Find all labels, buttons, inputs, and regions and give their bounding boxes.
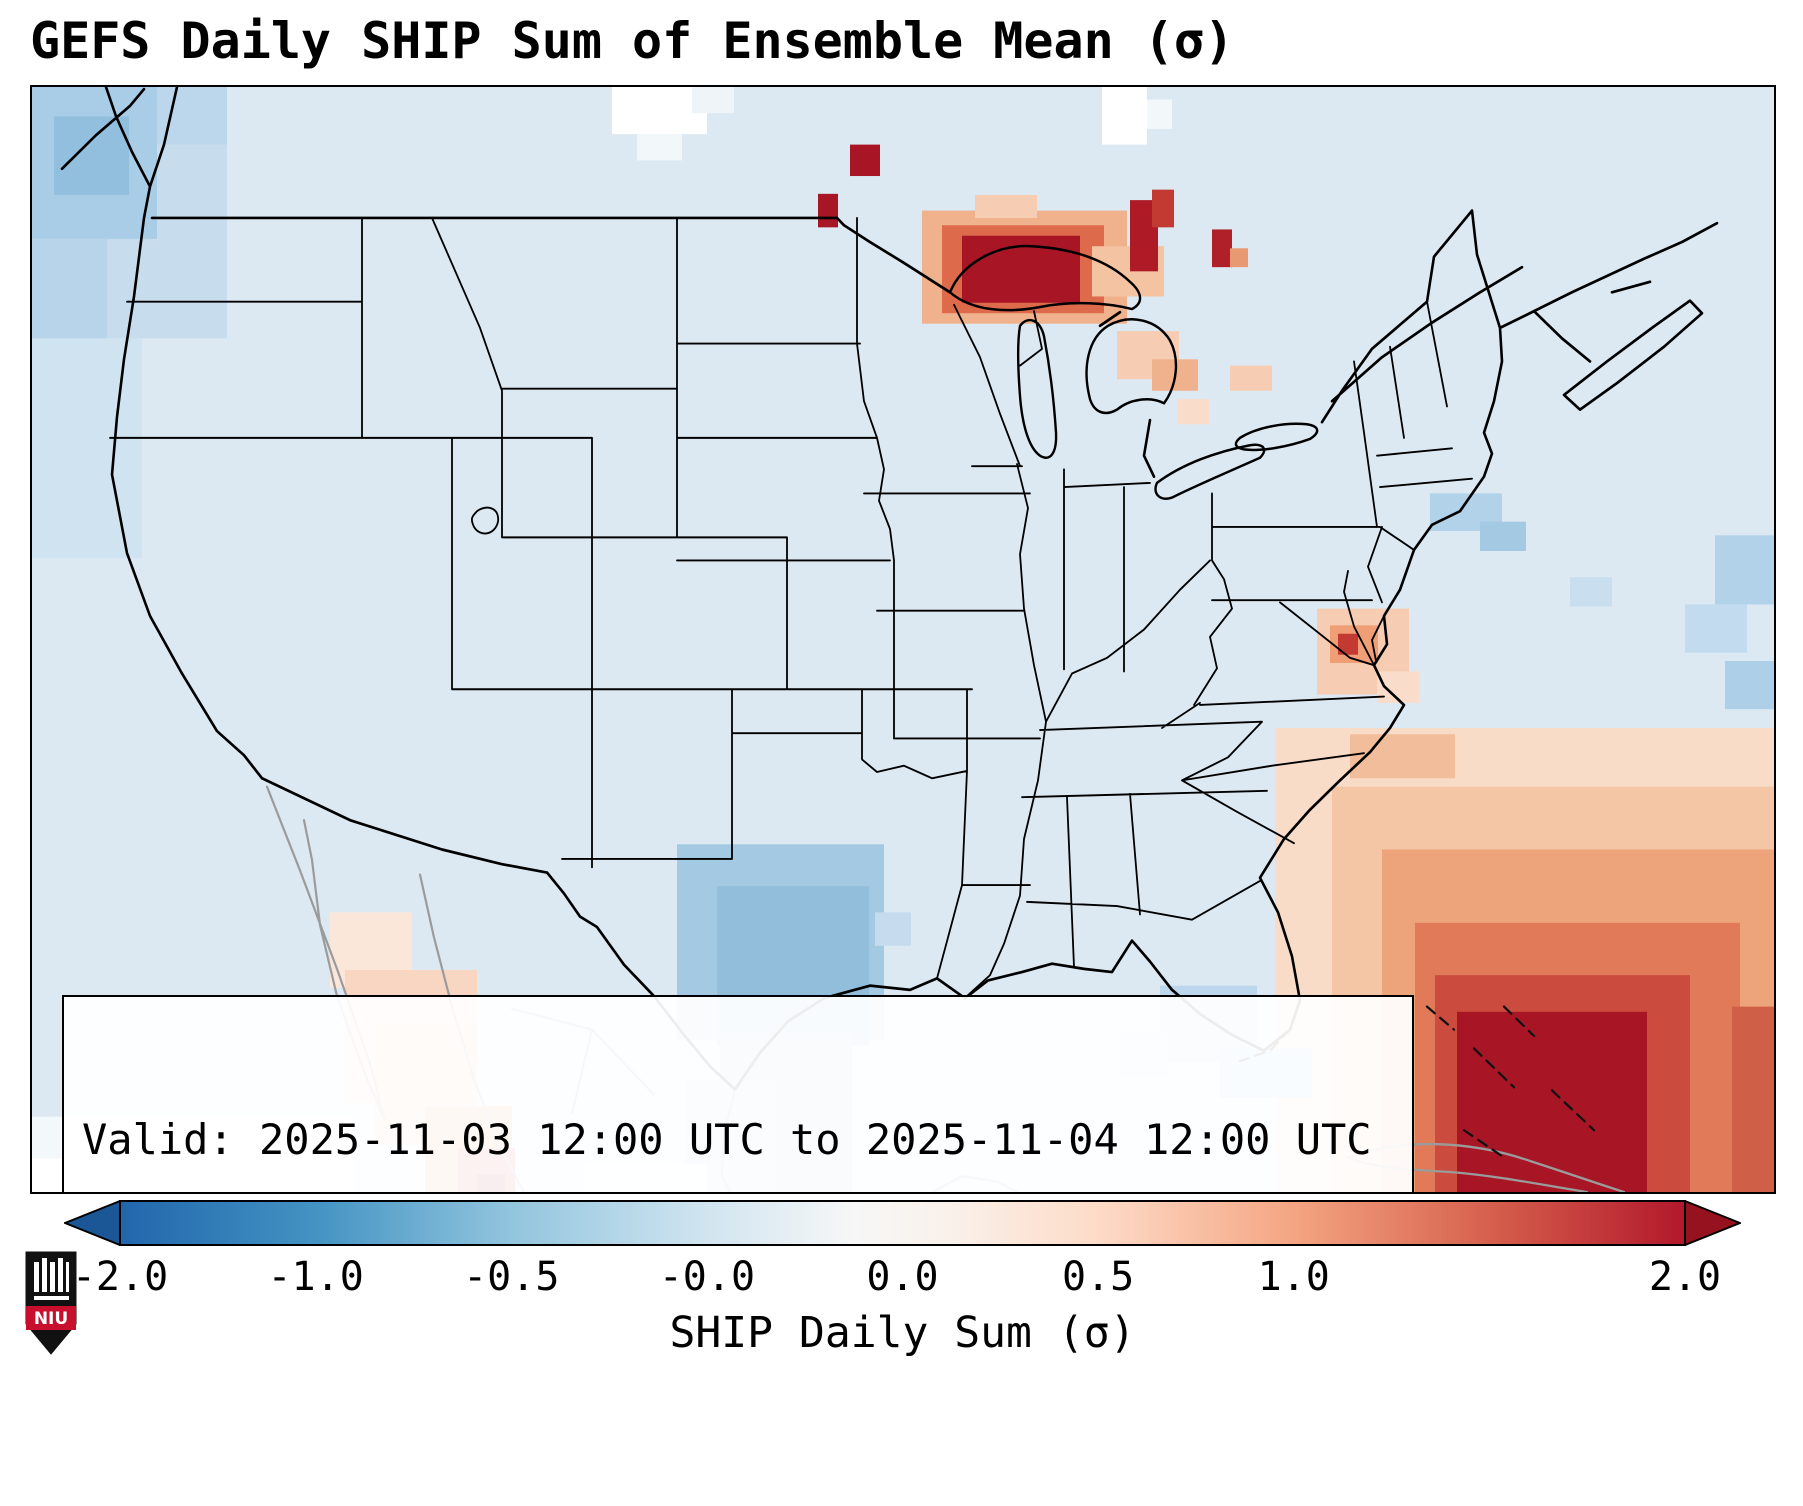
heatmap-cell [875, 912, 911, 946]
colorbar-svg [62, 1199, 1743, 1247]
heatmap-cell [1230, 248, 1248, 268]
heatmap-cell [1177, 399, 1209, 425]
heatmap-cell [1212, 229, 1232, 268]
heatmap-cell [850, 144, 880, 177]
heatmap-cell [1147, 99, 1172, 129]
heatmap-cell [1338, 633, 1358, 655]
colorbar-tick-label: -2.0 [71, 1254, 169, 1300]
heatmap-cell [1350, 734, 1455, 779]
colorbar-label: SHIP Daily Sum (σ) [669, 1308, 1136, 1358]
colorbar-left-arrow-icon [62, 1199, 121, 1247]
islands-dashed-coastlines [1238, 1005, 1596, 1159]
colorbar-tick-label: 0.5 [1062, 1254, 1135, 1300]
heatmap-cell [1457, 1011, 1647, 1192]
heatmap-cell [1230, 365, 1272, 391]
heatmap-cell [637, 134, 682, 161]
state-borders [109, 216, 1473, 998]
valid-text: Valid: 2025-11-03 12:00 UTC to 2025-11-0… [82, 1114, 1372, 1164]
colorbar-tick-label: -1.0 [267, 1254, 364, 1300]
heatmap-cell [612, 87, 707, 135]
heatmap-cell [32, 238, 107, 339]
heatmap-cell [54, 116, 129, 195]
colorbar-tick-label: -0.5 [463, 1254, 560, 1300]
colorbar-gradient-bar [119, 1200, 1686, 1246]
colorbar-tick-label: 1.0 [1257, 1254, 1330, 1300]
heatmap-cell [1732, 1006, 1774, 1192]
heatmap-cell [1102, 87, 1147, 145]
logo-text: NIU [34, 1309, 68, 1329]
page-title: GEFS Daily SHIP Sum of Ensemble Mean (σ) [30, 12, 1235, 70]
heatmap-cell [1715, 535, 1774, 605]
niu-logo: NIU [24, 1250, 78, 1356]
heatmap-cell [1152, 189, 1174, 228]
weather-map: Valid: 2025-11-03 12:00 UTC to 2025-11-0… [30, 85, 1776, 1194]
heatmap-cell [157, 87, 227, 145]
heatmap-cell [1480, 521, 1526, 551]
heatmap-cell [818, 193, 838, 228]
colorbar-tick-row: -2.0 -1.0 -0.5 -0.0 0.0 0.5 1.0 2.0 [72, 1254, 1721, 1300]
heatmap-cell [1725, 660, 1774, 710]
heatmap-cell [975, 194, 1037, 218]
great-lakes-outlines [948, 244, 1319, 500]
colorbar-tick-label: 0.0 [866, 1254, 939, 1300]
heatmap-cell [1570, 577, 1612, 607]
colorbar-tick-label: -0.0 [658, 1254, 756, 1300]
colorbar-right-arrow-icon [1684, 1199, 1743, 1247]
shield-icon: NIU [25, 1251, 77, 1355]
heatmap-cell [692, 87, 734, 114]
info-box: Valid: 2025-11-03 12:00 UTC to 2025-11-0… [62, 995, 1414, 1192]
heatmap-cell [1685, 604, 1747, 653]
heatmap-cell [32, 338, 142, 559]
colorbar-tick-label: 2.0 [1648, 1254, 1722, 1300]
colorbar [62, 1199, 1743, 1247]
coastline-and-national-borders [60, 87, 1719, 1091]
